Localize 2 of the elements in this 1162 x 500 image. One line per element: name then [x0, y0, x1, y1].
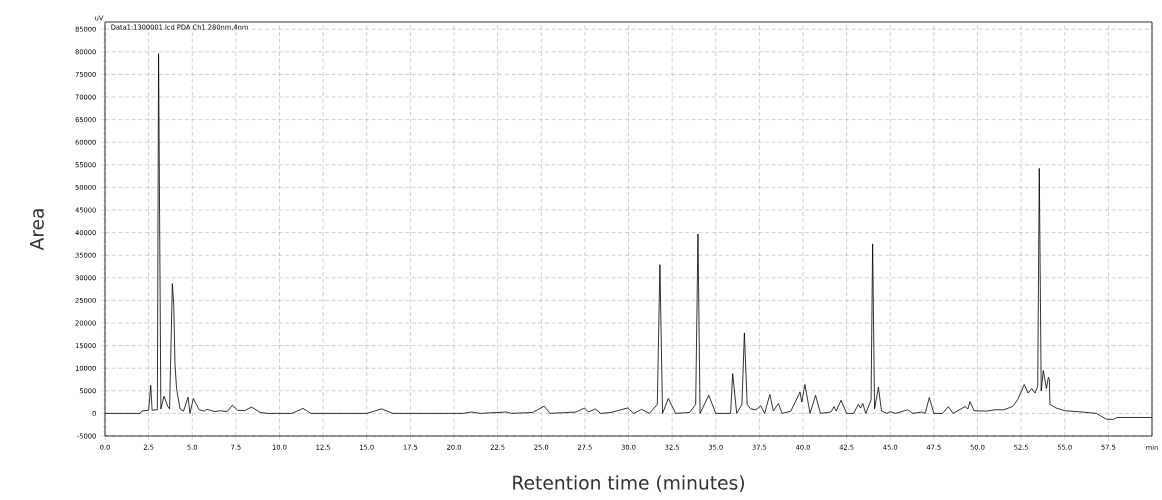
y-axis-title: Area [30, 209, 44, 251]
x-axis-title: Retention time (minutes) [513, 475, 744, 492]
